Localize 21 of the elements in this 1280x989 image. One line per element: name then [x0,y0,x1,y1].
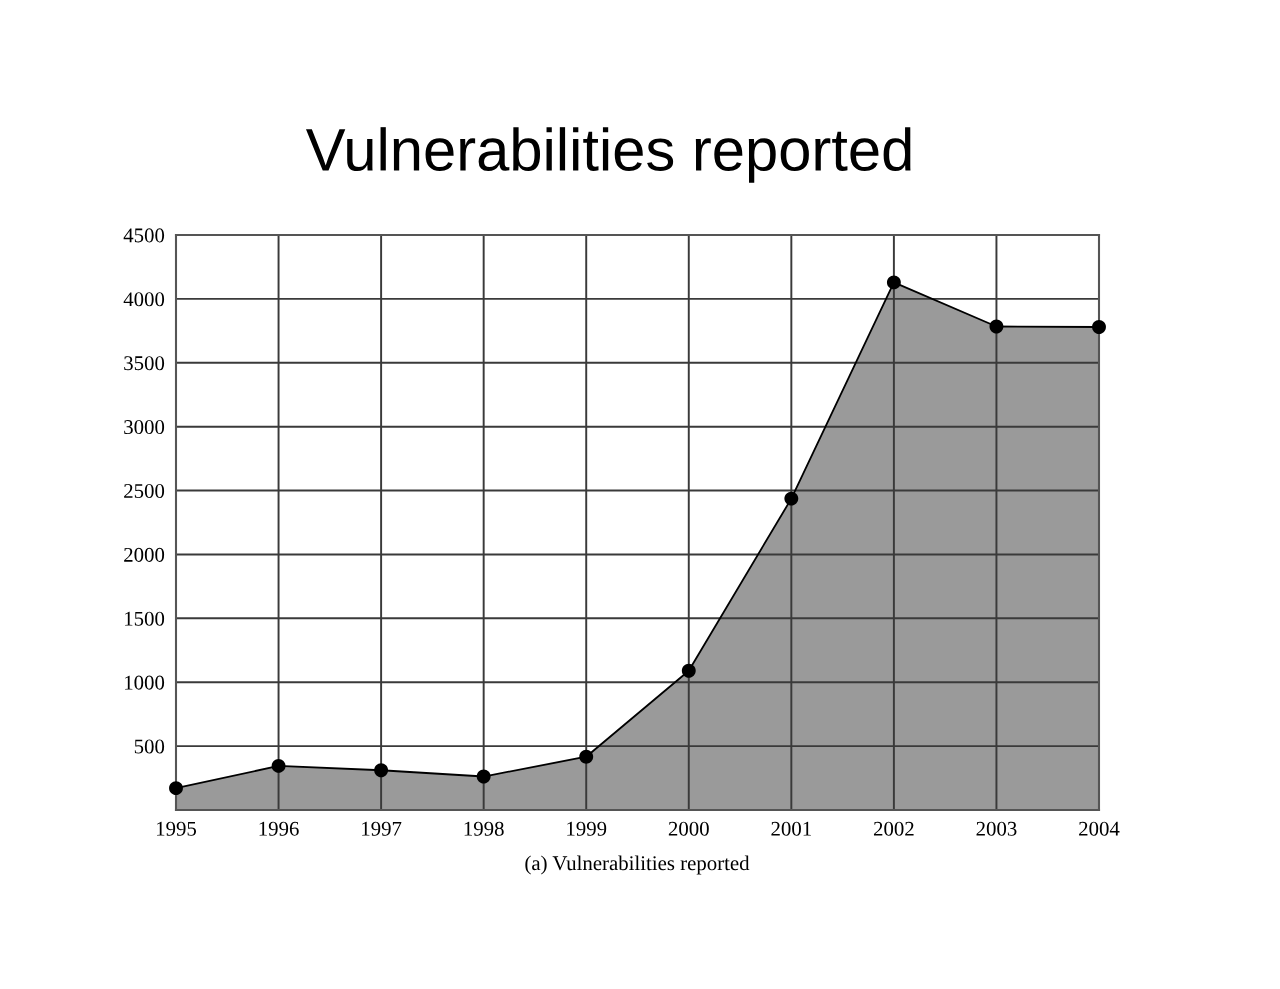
x-tick-label: 2003 [976,821,1017,836]
x-tick-label: 2000 [668,821,709,836]
y-tick-label: 4000 [123,292,165,307]
y-tick-label: 2500 [124,483,165,498]
x-tick-label: 2001 [771,821,811,836]
x-tick-label: 1995 [157,821,197,836]
y-tick-label: 500 [134,739,165,754]
x-tick-label: 2002 [873,821,914,836]
x-tick-label: 2004 [1079,821,1120,836]
y-tick-label: 3500 [124,356,165,371]
y-tick-label: 1500 [125,611,165,626]
x-tick-label: 1997 [362,821,402,836]
text: (a) Vulnerabilities reported [525,855,750,875]
y-tick-label: 1000 [125,675,165,690]
y-tick-label: 2000 [124,547,165,562]
chart-title: Vulnerabilities reported [305,127,911,183]
x-tick-label: 1998 [464,821,504,836]
y-tick-label: 3000 [124,420,165,435]
x-tick-label: 1999 [567,821,607,836]
x-tick-label: 1996 [259,821,299,836]
y-tick-label: 4500 [123,228,165,243]
